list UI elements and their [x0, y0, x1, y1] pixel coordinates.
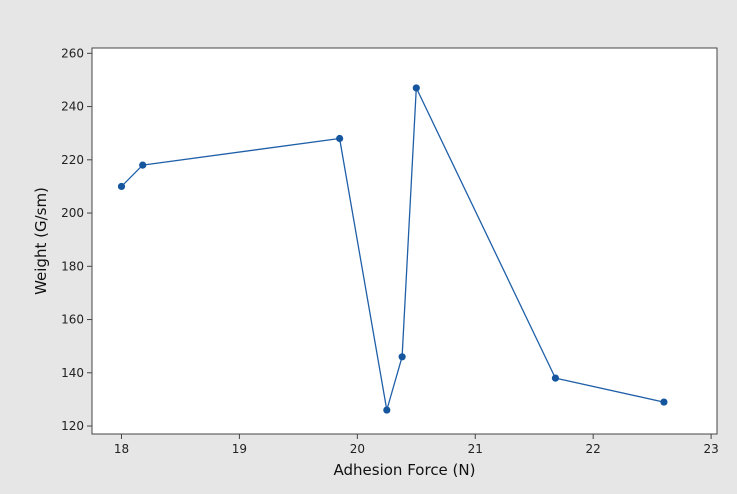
data-point: [660, 398, 668, 406]
y-tick-label: 140: [61, 366, 84, 380]
x-tick-label: 20: [350, 442, 365, 456]
y-tick-label: 120: [61, 419, 84, 433]
x-tick-label: 22: [586, 442, 601, 456]
y-tick-label: 260: [61, 46, 84, 60]
y-tick-label: 200: [61, 206, 84, 220]
data-point: [551, 374, 560, 382]
y-tick-label: 240: [61, 100, 84, 114]
x-tick-label: 21: [468, 442, 483, 456]
data-point: [336, 134, 344, 143]
tick-labels: 18 19 20 21 22 23 120 140 160 180 200 220 240 260: [61, 46, 719, 456]
y-tick-label: 220: [61, 153, 84, 167]
data-point: [383, 406, 391, 414]
x-axis-title: Adhesion Force (N): [334, 461, 476, 479]
y-tick-label: 180: [61, 259, 84, 273]
x-tick-label: 23: [703, 442, 718, 456]
data-point: [412, 84, 420, 92]
y-axis-title: Weight (G/sm): [32, 187, 50, 295]
x-tick-label: 19: [232, 442, 247, 456]
data-point: [139, 161, 147, 169]
data-point: [117, 182, 126, 191]
series-line: [121, 87, 665, 411]
data-point: [398, 353, 406, 361]
tick-marks: [87, 52, 712, 439]
plot-area: [91, 47, 718, 435]
y-tick-label: 160: [61, 313, 84, 327]
data-series: [117, 84, 668, 414]
x-tick-label: 18: [114, 442, 129, 456]
